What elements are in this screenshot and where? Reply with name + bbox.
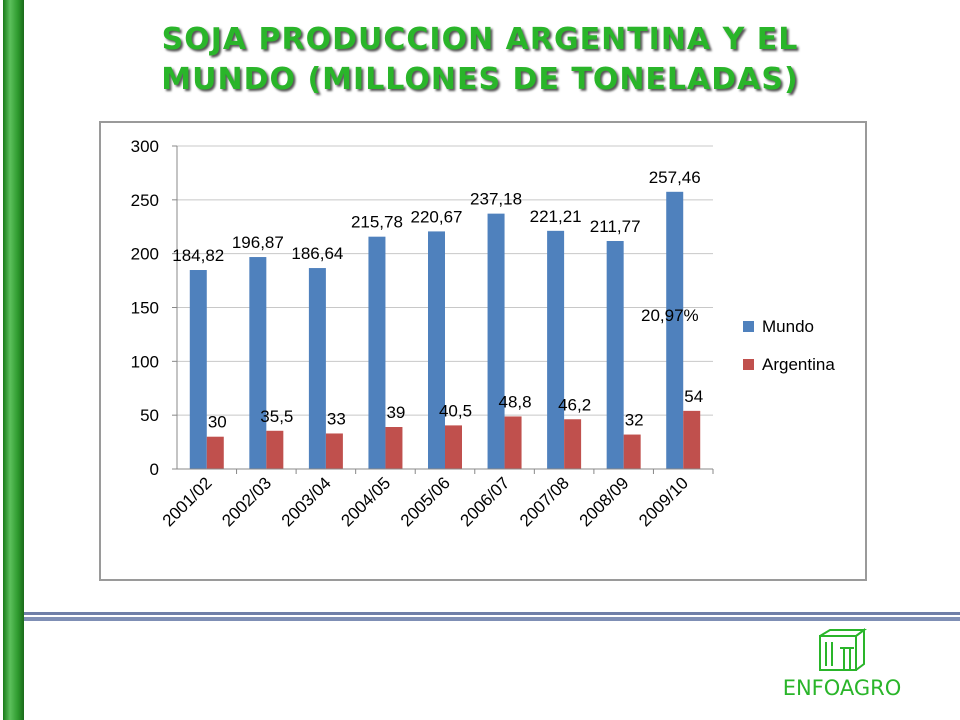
bar-mundo-2004-05 — [368, 236, 386, 469]
data-labels: 184,82 30 196,87 35,5 186,64 33 215,78 39 220,67… — [172, 168, 703, 432]
data-label-mundo: 257,46 — [649, 168, 701, 187]
bar-argentina-2008-09 — [623, 434, 641, 469]
y-tick-label: 150 — [131, 299, 159, 318]
x-tick-label: 2008/09 — [576, 473, 633, 530]
bar-argentina-2002-03 — [266, 430, 284, 469]
x-axis: 2001/02 2002/03 2003/04 2004/05 2005/06 2006/… — [159, 468, 714, 530]
bar-argentina-2007-08 — [564, 419, 582, 469]
data-label-mundo: 196,87 — [232, 233, 284, 252]
bar-argentina-2003-04 — [325, 433, 343, 469]
data-label-argentina: 54 — [684, 387, 703, 406]
x-tick-label: 2009/10 — [635, 473, 692, 530]
x-tick-label: 2006/07 — [456, 473, 513, 530]
title-line-1: SOJA PRODUCCION ARGENTINA Y EL — [161, 22, 799, 57]
y-axis: 0 50 100 150 200 250 300 — [131, 137, 178, 479]
bar-argentina-2004-05 — [385, 427, 403, 469]
bar-mundo-2003-04 — [308, 268, 326, 469]
y-tick-label: 0 — [150, 460, 159, 479]
bar-argentina-2006-07 — [504, 416, 522, 469]
legend-label-argentina: Argentina — [762, 355, 835, 374]
bar-argentina-2001-02 — [206, 436, 224, 469]
data-label-argentina: 32 — [625, 411, 644, 430]
data-label-mundo: 215,78 — [351, 213, 403, 232]
data-label-argentina: 48,8 — [499, 392, 532, 411]
silo-icon — [819, 628, 867, 671]
x-tick-label: 2003/04 — [278, 473, 335, 530]
bar-argentina-2009-10 — [683, 410, 701, 469]
data-label-argentina: 30 — [208, 413, 227, 432]
data-label-mundo: 220,67 — [411, 207, 463, 226]
x-tick-label: 2004/05 — [337, 473, 394, 530]
data-label-mundo: 211,77 — [590, 217, 641, 236]
data-label-argentina: 46,2 — [558, 395, 591, 414]
bottom-divider — [24, 612, 960, 621]
data-label-mundo: 184,82 — [172, 246, 224, 265]
bar-mundo-2007-08 — [547, 230, 565, 469]
x-tick-label: 2007/08 — [516, 473, 573, 530]
bar-mundo-2006-07 — [487, 213, 505, 469]
bar-argentina-2005-06 — [445, 425, 462, 469]
left-accent-bar — [0, 0, 24, 720]
enfoagro-logo: ENFOAGRO — [772, 626, 912, 706]
x-tick-label: 2001/02 — [159, 473, 216, 530]
legend-swatch-argentina — [743, 359, 754, 370]
bars — [189, 191, 701, 469]
y-tick-label: 300 — [131, 137, 159, 156]
x-tick-label: 2002/03 — [218, 473, 275, 530]
bar-mundo-2009-10 — [666, 191, 684, 469]
bar-mundo-2001-02 — [189, 270, 207, 469]
data-label-argentina: 40,5 — [439, 401, 472, 420]
percentage-annotation: 20,97% — [641, 306, 699, 325]
x-tick-label: 2005/06 — [397, 473, 454, 530]
bar-chart: 0 50 100 150 200 250 300 184,82 30 196,87 35,5 186… — [131, 137, 836, 530]
bar-mundo-2005-06 — [428, 231, 445, 469]
bar-mundo-2002-03 — [249, 257, 267, 469]
data-label-mundo: 221,21 — [530, 207, 582, 226]
y-tick-label: 100 — [131, 352, 159, 371]
data-label-argentina: 35,5 — [260, 407, 293, 426]
page-title: SOJA PRODUCCION ARGENTINA Y EL MUNDO (MI… — [40, 20, 920, 100]
legend-swatch-mundo — [743, 321, 754, 332]
y-tick-label: 250 — [131, 191, 159, 210]
title-line-2: MUNDO (MILLONES DE TONELADAS) — [161, 62, 799, 97]
data-label-mundo: 186,64 — [291, 244, 343, 263]
data-label-argentina: 33 — [327, 409, 346, 428]
legend-label-mundo: Mundo — [762, 317, 814, 336]
chart-frame: 0 50 100 150 200 250 300 184,82 30 196,87 35,5 186… — [99, 121, 867, 581]
legend: Mundo Argentina — [743, 317, 835, 374]
logo-text: ENFOAGRO — [782, 676, 902, 700]
y-tick-label: 200 — [131, 245, 159, 264]
data-label-argentina: 39 — [386, 403, 405, 422]
y-tick-label: 50 — [140, 406, 159, 425]
bar-mundo-2008-09 — [606, 240, 624, 469]
data-label-mundo: 237,18 — [470, 190, 522, 209]
